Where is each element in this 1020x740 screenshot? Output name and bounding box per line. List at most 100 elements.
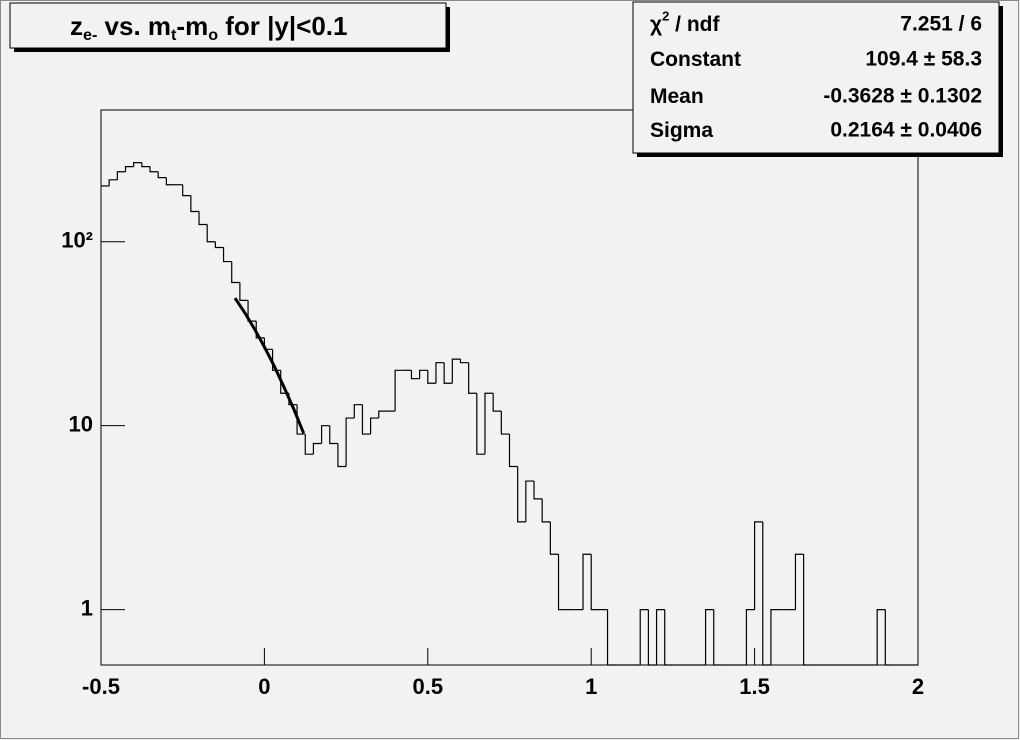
x-tick-label: 2: [912, 674, 924, 699]
histogram-bin: [451, 358, 461, 384]
histogram-bin: [239, 282, 249, 301]
histogram-bin: [231, 261, 240, 284]
histogram-bin: [157, 171, 167, 179]
text-part: t: [171, 26, 177, 44]
histogram-bin: [590, 554, 600, 611]
x-tick-label: 1: [585, 674, 597, 699]
histogram-bin: [476, 393, 485, 455]
y-tick-label: 10: [69, 411, 93, 436]
histogram-bin: [214, 241, 224, 249]
stats-value: 7.251 / 6: [900, 13, 982, 36]
histogram-bin: [655, 609, 665, 665]
histogram-bin: [206, 224, 216, 243]
histogram-bin: [304, 434, 314, 455]
histogram-bin: [116, 171, 126, 180]
histogram-bin: [876, 609, 886, 665]
stats: χ2 / ndf 7.251 / 6 Constant 109.4 ± 58.3 Mea…: [650, 9, 982, 141]
histogram-bin: [182, 184, 191, 197]
x-tick-label: 1.5: [739, 674, 770, 699]
histogram-bin: [533, 481, 543, 500]
histogram-bin: [704, 609, 714, 665]
stats-value: -0.3628 ± 0.1302: [823, 85, 982, 108]
stats-box: [632, 1, 1000, 154]
histogram-bin: [517, 466, 526, 523]
histogram-bin: [312, 442, 322, 455]
histogram-bin: [345, 417, 355, 467]
histogram-bin: [190, 195, 200, 213]
histogram-bin: [606, 609, 616, 666]
chart-title: ze- vs. mt-mo for |y|<0.1: [70, 11, 348, 44]
text-part: χ: [650, 13, 662, 36]
histogram-bin: [427, 370, 436, 384]
histogram-bin: [271, 349, 281, 371]
histogram-bin: [647, 609, 657, 666]
stats-label: Sigma: [650, 119, 713, 142]
histogram-bin: [394, 369, 404, 412]
histogram-bin: [468, 362, 477, 394]
histogram-bin: [762, 521, 771, 666]
histogram-bin: [884, 609, 894, 666]
histogram-bin: [141, 162, 151, 168]
stats-label: χ2 / ndf: [650, 9, 721, 35]
text-part: 2: [662, 9, 669, 24]
histogram-bin: [492, 393, 502, 412]
histogram-bin: [443, 362, 453, 384]
histogram-bin: [108, 179, 118, 186]
x-tick-label: 0.5: [413, 674, 444, 699]
stats-value: 109.4 ± 58.3: [865, 48, 982, 71]
text-part: for |y|<0.1: [218, 11, 347, 41]
histogram-bin: [794, 553, 804, 610]
fit-curve: [233, 297, 306, 434]
histogram-bin: [247, 300, 257, 322]
title-box: [9, 2, 447, 49]
y-tick-label: 1: [81, 595, 93, 620]
histogram-bin: [222, 247, 232, 263]
histogram-bin: [378, 410, 387, 419]
histogram-bin: [582, 553, 592, 610]
histogram-bin: [557, 554, 567, 611]
stats-value: 0.2164 ± 0.0406: [830, 119, 982, 142]
text-part: -m: [176, 11, 208, 41]
text-part: vs. m: [97, 11, 171, 41]
stats-label: Mean: [650, 85, 704, 108]
histogram-bin: [329, 425, 338, 445]
histogram-bin: [754, 521, 763, 610]
text-part: Mean: [650, 85, 704, 108]
histogram-bin: [525, 480, 535, 522]
text-part: Sigma: [650, 119, 713, 142]
text-part: e-: [83, 26, 97, 44]
histogram-bin: [419, 369, 428, 379]
histogram-bin: [255, 321, 265, 339]
histogram-bin: [484, 392, 494, 455]
text-part: / ndf: [669, 13, 720, 36]
histogram-bin: [639, 609, 649, 665]
histogram-bin: [410, 370, 420, 380]
histogram-bin: [370, 417, 379, 435]
histogram-bin: [337, 443, 347, 468]
x-tick-label: -0.5: [82, 674, 120, 699]
histogram-bin: [165, 177, 175, 186]
histogram-bin: [500, 411, 510, 435]
stats-label: Constant: [650, 48, 741, 71]
histogram-bin: [361, 404, 371, 435]
text-part: z: [70, 11, 83, 41]
histogram-bin: [664, 609, 673, 666]
histogram-bin: [803, 554, 812, 666]
y-tick-label: 10²: [61, 228, 93, 253]
text-part: o: [208, 26, 218, 44]
histogram-bin: [435, 362, 445, 384]
histogram-bin: [149, 166, 159, 173]
text-part: Constant: [650, 48, 741, 71]
histogram-bin: [713, 609, 722, 666]
histogram-bin: [770, 609, 780, 665]
histogram-bin: [124, 166, 134, 172]
plot: -0.5 0 0.5 1 1.5 2 1 10 10²: [61, 162, 924, 699]
histogram-bin: [549, 521, 559, 555]
histogram-bin: [541, 498, 551, 523]
histogram-bin: [459, 359, 469, 364]
histogram-bin: [320, 425, 330, 444]
histogram-bin: [508, 434, 518, 468]
frame: [100, 109, 919, 666]
x-tick-label: 0: [258, 674, 270, 699]
